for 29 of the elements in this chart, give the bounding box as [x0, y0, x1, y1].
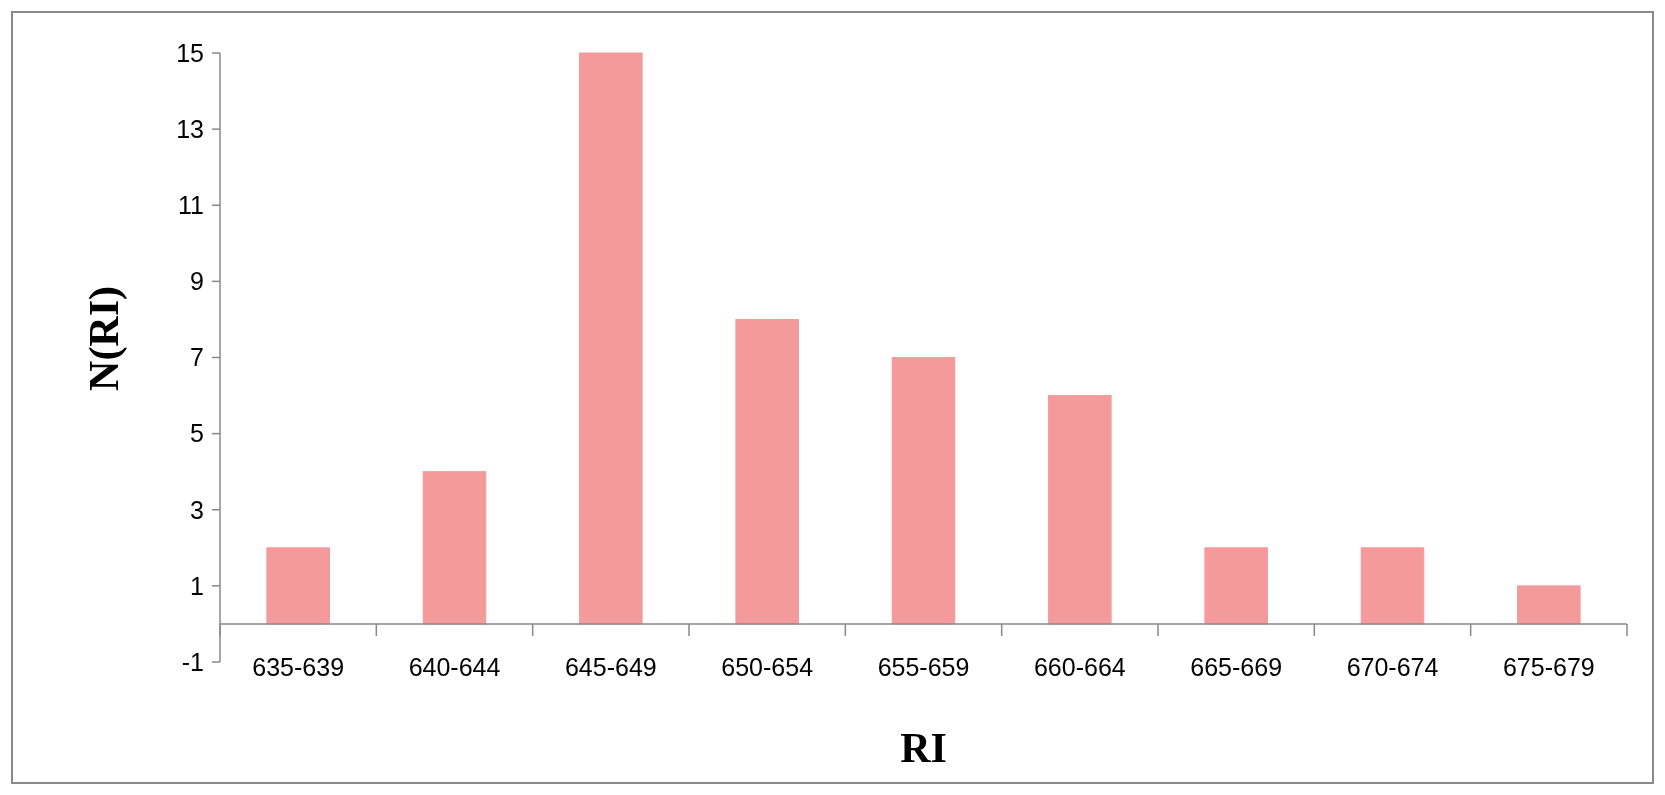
x-tick-label: 645-649: [564, 652, 657, 681]
bar: [579, 52, 643, 625]
bar: [1360, 547, 1425, 625]
bar: [891, 357, 956, 625]
y-tick-label: 7: [190, 343, 204, 372]
y-tick-label: 11: [178, 191, 204, 219]
x-tick-label: 670-674: [1346, 652, 1439, 681]
x-tick-label: 655-659: [877, 652, 970, 681]
y-tick-label: 13: [176, 114, 204, 143]
y-tick-label: -1: [181, 647, 204, 676]
bar: [1517, 585, 1581, 625]
x-tick-label: 660-664: [1033, 652, 1126, 681]
y-tick-label: 5: [190, 419, 204, 448]
y-axis-title: N(RI): [81, 285, 128, 391]
y-tick-label: 15: [176, 38, 204, 67]
x-tick-label: 640-644: [408, 652, 501, 681]
bar: [422, 471, 487, 625]
bar: [266, 547, 330, 625]
bar: [735, 318, 799, 625]
x-axis-title: RI: [900, 725, 947, 771]
y-tick-label: 3: [190, 495, 204, 524]
bar: [1204, 547, 1268, 625]
y-tick-label: 9: [190, 267, 204, 296]
x-tick-label: 665-669: [1190, 652, 1283, 681]
x-tick-label: 650-654: [721, 652, 814, 681]
x-tick-label: 675-679: [1502, 652, 1595, 681]
bar: [1048, 395, 1112, 625]
y-tick-label: 1: [190, 571, 204, 600]
x-tick-label: 635-639: [252, 652, 345, 681]
